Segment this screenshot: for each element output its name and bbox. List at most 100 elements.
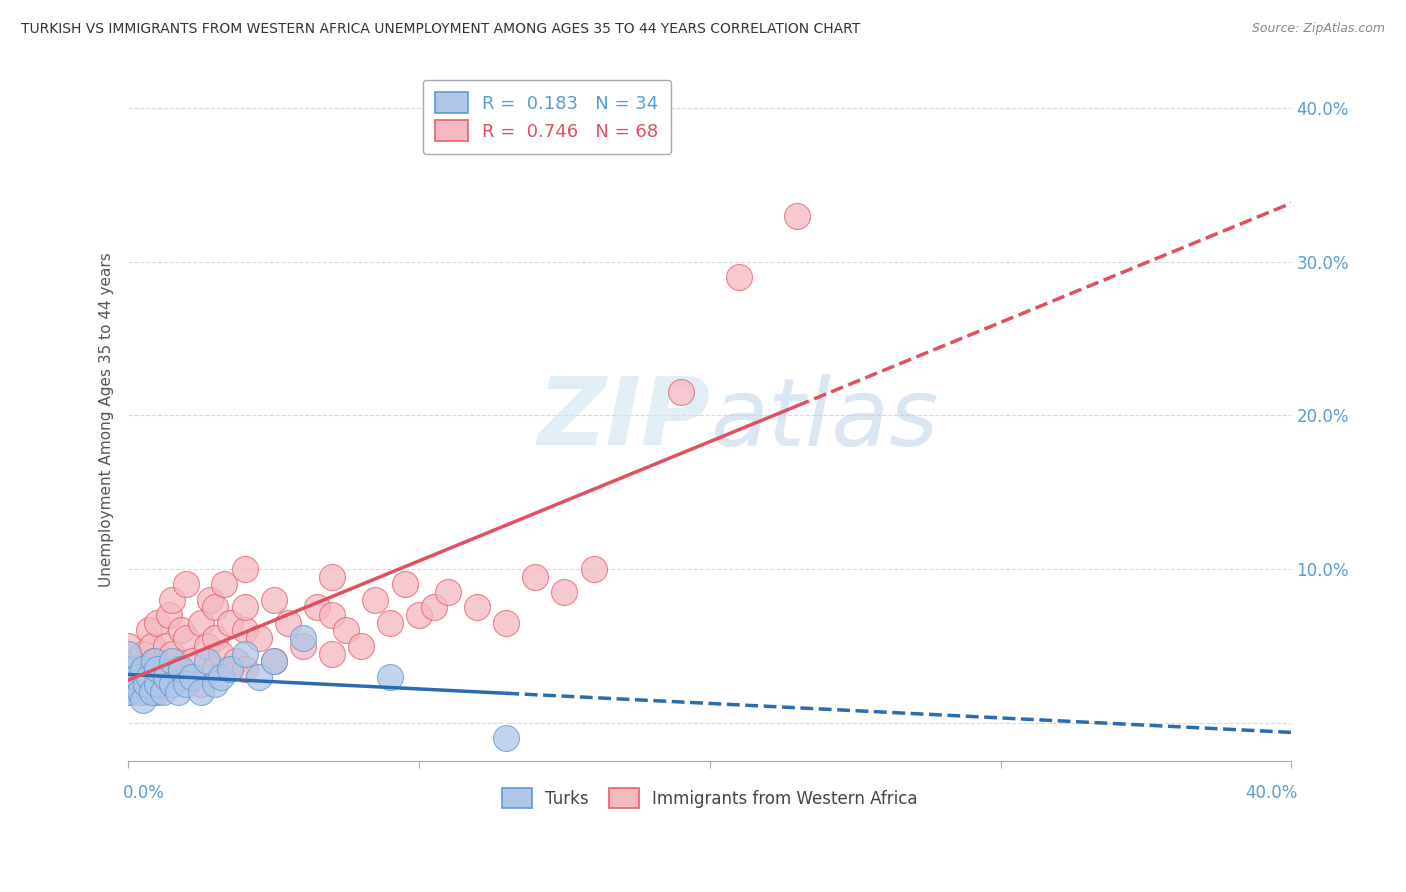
Point: [146, 654, 169, 668]
Point: [219, 615, 242, 630]
Point: [160, 654, 183, 668]
Point: [143, 654, 166, 668]
Point: [176, 577, 198, 591]
Point: [125, 654, 148, 668]
Point: [176, 631, 198, 645]
Point: [524, 570, 547, 584]
Point: [117, 685, 139, 699]
Point: [321, 570, 343, 584]
Point: [176, 677, 198, 691]
Point: [166, 685, 188, 699]
Point: [277, 615, 299, 630]
Point: [233, 662, 256, 676]
Point: [422, 600, 444, 615]
Point: [132, 685, 155, 699]
Point: [122, 677, 145, 691]
Point: [157, 608, 180, 623]
Text: 40.0%: 40.0%: [1244, 784, 1298, 802]
Point: [321, 647, 343, 661]
Point: [495, 615, 517, 630]
Point: [117, 685, 139, 699]
Point: [132, 692, 155, 706]
Point: [291, 639, 314, 653]
Point: [378, 615, 401, 630]
Point: [219, 662, 242, 676]
Point: [181, 654, 204, 668]
Point: [143, 654, 166, 668]
Point: [553, 585, 575, 599]
Point: [350, 639, 373, 653]
Point: [209, 670, 232, 684]
Legend: Turks, Immigrants from Western Africa: Turks, Immigrants from Western Africa: [495, 781, 924, 814]
Point: [117, 639, 139, 653]
Point: [394, 577, 416, 591]
Point: [408, 608, 430, 623]
Point: [160, 647, 183, 661]
Point: [160, 677, 183, 691]
Point: [141, 685, 163, 699]
Point: [117, 662, 139, 676]
Point: [247, 670, 270, 684]
Point: [263, 592, 285, 607]
Text: TURKISH VS IMMIGRANTS FROM WESTERN AFRICA UNEMPLOYMENT AMONG AGES 35 TO 44 YEARS: TURKISH VS IMMIGRANTS FROM WESTERN AFRIC…: [21, 22, 860, 37]
Point: [204, 600, 226, 615]
Point: [204, 677, 226, 691]
Point: [138, 624, 160, 638]
Point: [225, 654, 247, 668]
Point: [263, 654, 285, 668]
Point: [132, 662, 155, 676]
Point: [204, 631, 226, 645]
Point: [465, 600, 488, 615]
Point: [247, 631, 270, 645]
Point: [146, 662, 169, 676]
Point: [152, 670, 174, 684]
Point: [198, 592, 221, 607]
Point: [117, 662, 139, 676]
Point: [141, 639, 163, 653]
Point: [152, 685, 174, 699]
Point: [117, 647, 139, 661]
Point: [128, 685, 150, 699]
Point: [195, 639, 218, 653]
Point: [128, 670, 150, 684]
Point: [233, 647, 256, 661]
Point: [117, 670, 139, 684]
Point: [209, 647, 232, 661]
Text: Source: ZipAtlas.com: Source: ZipAtlas.com: [1251, 22, 1385, 36]
Point: [495, 731, 517, 745]
Point: [786, 209, 808, 223]
Point: [166, 662, 188, 676]
Text: 0.0%: 0.0%: [122, 784, 165, 802]
Point: [195, 654, 218, 668]
Point: [181, 670, 204, 684]
Point: [146, 615, 169, 630]
Point: [263, 654, 285, 668]
Text: ZIP: ZIP: [537, 373, 710, 466]
Point: [125, 670, 148, 684]
Point: [135, 662, 157, 676]
Point: [141, 677, 163, 691]
Point: [155, 639, 177, 653]
Point: [135, 677, 157, 691]
Point: [233, 600, 256, 615]
Point: [669, 385, 692, 400]
Point: [190, 685, 212, 699]
Point: [291, 631, 314, 645]
Point: [155, 670, 177, 684]
Point: [728, 270, 751, 285]
Point: [378, 670, 401, 684]
Point: [437, 585, 460, 599]
Point: [138, 670, 160, 684]
Point: [190, 615, 212, 630]
Point: [212, 577, 235, 591]
Point: [204, 662, 226, 676]
Y-axis label: Unemployment Among Ages 35 to 44 years: Unemployment Among Ages 35 to 44 years: [100, 252, 114, 587]
Point: [364, 592, 387, 607]
Point: [146, 685, 169, 699]
Point: [335, 624, 357, 638]
Point: [146, 677, 169, 691]
Point: [582, 562, 605, 576]
Point: [122, 677, 145, 691]
Point: [176, 670, 198, 684]
Point: [169, 662, 191, 676]
